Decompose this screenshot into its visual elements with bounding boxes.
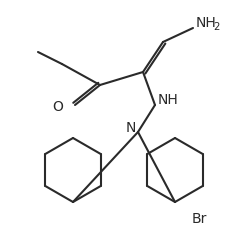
Text: NH: NH (158, 93, 179, 107)
Text: O: O (52, 100, 64, 114)
Text: 2: 2 (213, 22, 220, 32)
Text: NH: NH (196, 16, 217, 30)
Text: Br: Br (192, 212, 208, 226)
Text: N: N (126, 121, 136, 135)
